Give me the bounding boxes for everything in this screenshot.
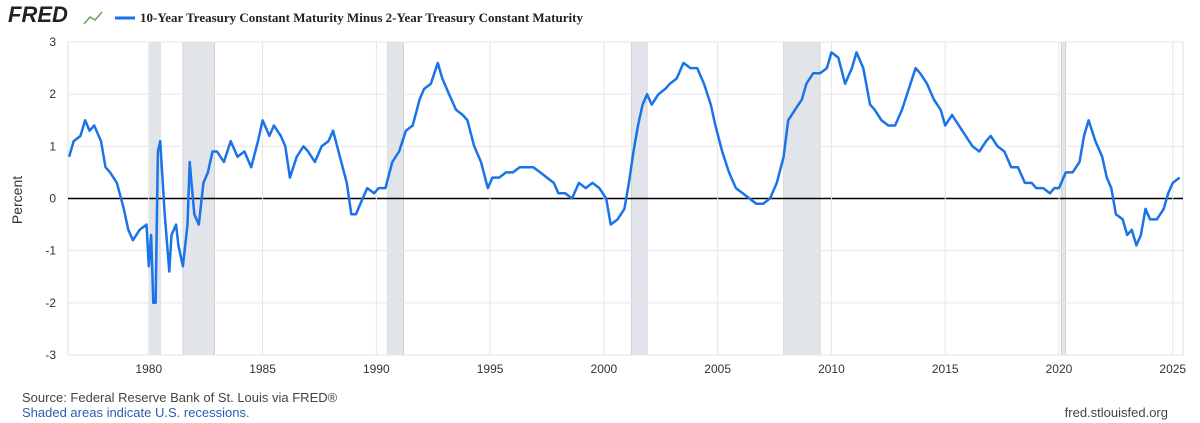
y-tick-label: 0: [49, 192, 56, 206]
y-tick-label: 3: [49, 35, 56, 49]
y-tick-label: 1: [49, 139, 56, 153]
note: Shaded areas indicate U.S. recessions.: [22, 405, 250, 420]
y-axis-label: Percent: [9, 176, 25, 224]
x-tick-label: 2010: [818, 362, 845, 376]
x-tick-label: 2015: [932, 362, 959, 376]
source: Source: Federal Reserve Bank of St. Loui…: [22, 390, 338, 405]
x-tick-label: 1990: [363, 362, 390, 376]
logo: FRED: [8, 2, 68, 27]
y-tick-label: -1: [45, 244, 56, 258]
y-tick-label: -2: [45, 296, 56, 310]
x-tick-label: 2020: [1046, 362, 1073, 376]
x-tick-label: 2025: [1159, 362, 1186, 376]
y-tick-label: 2: [49, 87, 56, 101]
x-tick-label: 2005: [704, 362, 731, 376]
x-tick-label: 1985: [249, 362, 276, 376]
x-tick-label: 1995: [477, 362, 504, 376]
site: fred.stlouisfed.org: [1065, 405, 1168, 420]
x-tick-label: 2000: [591, 362, 618, 376]
x-tick-label: 1980: [135, 362, 162, 376]
logo-icon: [83, 11, 103, 25]
series-line: [67, 51, 1181, 305]
legend-label: 10-Year Treasury Constant Maturity Minus…: [140, 10, 583, 25]
y-tick-label: -3: [45, 348, 56, 362]
